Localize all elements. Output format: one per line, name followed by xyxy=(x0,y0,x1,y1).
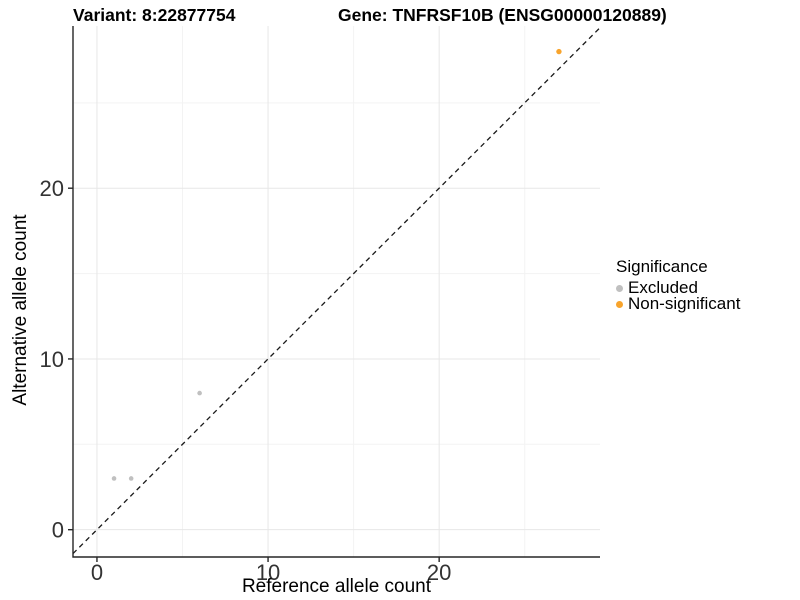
legend-item-label: Excluded xyxy=(628,278,698,297)
non-significant-point-icon xyxy=(616,300,623,308)
axis-lines xyxy=(72,26,600,558)
x-tick-label: 0 xyxy=(91,560,103,585)
legend-item-non-significant: Non-significant xyxy=(616,294,741,313)
x-axis-label: Reference allele count xyxy=(241,576,432,597)
y-tick-label: 0 xyxy=(52,518,64,543)
identity-dashed-line xyxy=(72,27,601,555)
legend-title: Significance xyxy=(616,257,708,276)
data-point-excluded xyxy=(197,390,202,396)
y-axis-label: Alternative allele count xyxy=(10,214,31,406)
x-tick-label: 20 xyxy=(427,560,451,585)
y-tick-label: 20 xyxy=(40,176,64,201)
plot-title-variant: Variant: 8:22877754 xyxy=(73,5,236,25)
plot-title-gene: Gene: TNFRSF10B (ENSG00000120889) xyxy=(338,5,667,25)
y-tick-label: 10 xyxy=(40,347,64,372)
legend: Significance Excluded Non-significant xyxy=(616,257,741,313)
excluded-point-icon xyxy=(616,284,623,292)
data-point-non-significant xyxy=(556,48,562,55)
x-tick-label: 10 xyxy=(256,560,280,585)
data-point-excluded xyxy=(128,476,134,481)
legend-item-label: Non-significant xyxy=(628,294,741,313)
data-point-excluded xyxy=(111,476,117,481)
legend-item-excluded: Excluded xyxy=(616,278,740,297)
